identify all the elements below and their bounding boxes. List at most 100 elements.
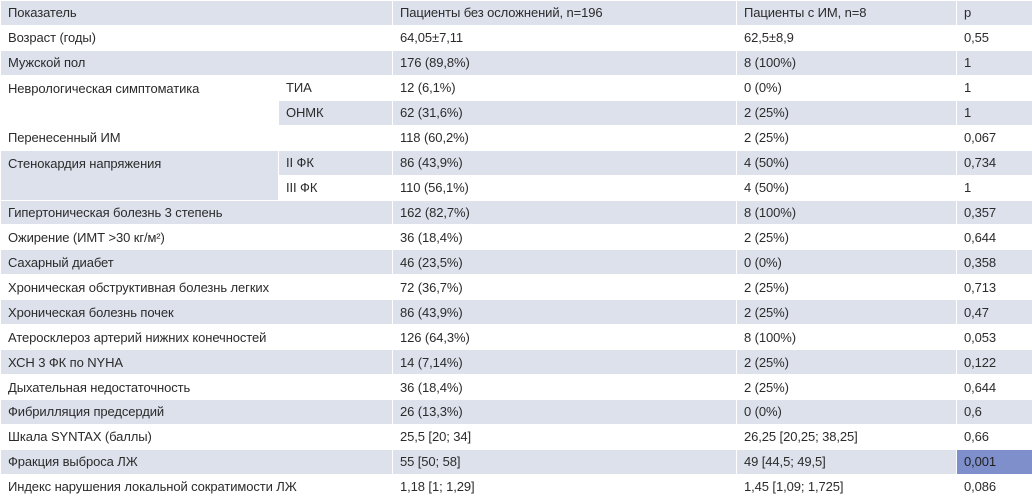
- table-row: Атеросклероз артерий нижних конечностей …: [1, 325, 1032, 350]
- table-row: Фракция выброса ЛЖ 55 [50; 58] 49 [44,5;…: [1, 449, 1032, 474]
- row-p-value: 0,086: [957, 474, 1032, 499]
- row-group2-value: 0 (0%): [737, 250, 957, 275]
- row-p-value: 0,357: [957, 200, 1032, 225]
- row-group2-value: 2 (25%): [737, 375, 957, 400]
- row-group2-value: 4 (50%): [737, 150, 957, 175]
- row-label: Атеросклероз артерий нижних конечностей: [1, 325, 393, 350]
- row-label: Фибрилляция предсердий: [1, 400, 393, 425]
- header-group1: Пациенты без осложнений, n=196: [393, 1, 737, 26]
- header-p: p: [957, 1, 1032, 26]
- row-group2-value: 8 (100%): [737, 50, 957, 75]
- row-label: Фракция выброса ЛЖ: [1, 449, 393, 474]
- row-group1-value: 26 (13,3%): [393, 400, 737, 425]
- table-row: Неврологическая симптоматика ТИА 12 (6,1…: [1, 75, 1032, 100]
- row-p-value: 1: [957, 100, 1032, 125]
- row-p-value: 0,644: [957, 225, 1032, 250]
- row-group2-value: 2 (25%): [737, 300, 957, 325]
- row-group2-value: 49 [44,5; 49,5]: [737, 449, 957, 474]
- table-row: Стенокардия напряжения II ФК 86 (43,9%) …: [1, 150, 1032, 175]
- header-group2: Пациенты с ИМ, n=8: [737, 1, 957, 26]
- table-row: Дыхательная недостаточность 36 (18,4%) 2…: [1, 375, 1032, 400]
- row-group1-value: 86 (43,9%): [393, 300, 737, 325]
- row-p-value: 1: [957, 75, 1032, 100]
- row-sublabel: II ФК: [279, 150, 393, 175]
- row-group1-value: 110 (56,1%): [393, 175, 737, 200]
- row-group2-value: 2 (25%): [737, 275, 957, 300]
- row-label: ХСН 3 ФК по NYHA: [1, 350, 393, 375]
- row-group2-value: 0 (0%): [737, 400, 957, 425]
- row-p-value: 0,66: [957, 424, 1032, 449]
- row-label: Гипертоническая болезнь 3 степень: [1, 200, 393, 225]
- row-group1-value: 64,05±7,11: [393, 25, 737, 50]
- row-group1-value: 12 (6,1%): [393, 75, 737, 100]
- row-group1-value: 118 (60,2%): [393, 125, 737, 150]
- row-group-label: Стенокардия напряжения: [1, 150, 279, 200]
- row-group1-value: 46 (23,5%): [393, 250, 737, 275]
- row-group2-value: 26,25 [20,25; 38,25]: [737, 424, 957, 449]
- header-row: Показатель Пациенты без осложнений, n=19…: [1, 1, 1032, 26]
- row-group2-value: 2 (25%): [737, 125, 957, 150]
- row-label: Индекс нарушения локальной сократимости …: [1, 474, 393, 499]
- row-group1-value: 36 (18,4%): [393, 375, 737, 400]
- row-p-value: 0,122: [957, 350, 1032, 375]
- row-group2-value: 2 (25%): [737, 225, 957, 250]
- row-label: Перенесенный ИМ: [1, 125, 393, 150]
- row-label: Сахарный диабет: [1, 250, 393, 275]
- row-label: Возраст (годы): [1, 25, 393, 50]
- table-row: Сахарный диабет 46 (23,5%) 0 (0%) 0,358: [1, 250, 1032, 275]
- row-label: Хроническая болезнь почек: [1, 300, 393, 325]
- table-row: ХСН 3 ФК по NYHA 14 (7,14%) 2 (25%) 0,12…: [1, 350, 1032, 375]
- row-label: Мужской пол: [1, 50, 393, 75]
- table-row: Гипертоническая болезнь 3 степень 162 (8…: [1, 200, 1032, 225]
- row-group2-value: 2 (25%): [737, 350, 957, 375]
- row-label: Шкала SYNTAX (баллы): [1, 424, 393, 449]
- row-p-value: 0,358: [957, 250, 1032, 275]
- row-sublabel: III ФК: [279, 175, 393, 200]
- row-p-value: 1: [957, 175, 1032, 200]
- row-group1-value: 25,5 [20; 34]: [393, 424, 737, 449]
- row-p-value: 0,734: [957, 150, 1032, 175]
- row-p-value: 0,053: [957, 325, 1032, 350]
- row-group1-value: 36 (18,4%): [393, 225, 737, 250]
- row-label: Хроническая обструктивная болезнь легких: [1, 275, 393, 300]
- row-group2-value: 8 (100%): [737, 325, 957, 350]
- row-group2-value: 4 (50%): [737, 175, 957, 200]
- row-group-label: Неврологическая симптоматика: [1, 75, 279, 125]
- row-group2-value: 62,5±8,9: [737, 25, 957, 50]
- row-label: Ожирение (ИМТ >30 кг/м²): [1, 225, 393, 250]
- row-group1-value: 1,18 [1; 1,29]: [393, 474, 737, 499]
- table-row: Хроническая болезнь почек 86 (43,9%) 2 (…: [1, 300, 1032, 325]
- row-group1-value: 72 (36,7%): [393, 275, 737, 300]
- table-row: Индекс нарушения локальной сократимости …: [1, 474, 1032, 499]
- row-p-value: 0,55: [957, 25, 1032, 50]
- row-group2-value: 0 (0%): [737, 75, 957, 100]
- row-group1-value: 62 (31,6%): [393, 100, 737, 125]
- row-group2-value: 2 (25%): [737, 100, 957, 125]
- row-p-value: 0,713: [957, 275, 1032, 300]
- table-row: Хроническая обструктивная болезнь легких…: [1, 275, 1032, 300]
- table-row: Ожирение (ИМТ >30 кг/м²) 36 (18,4%) 2 (2…: [1, 225, 1032, 250]
- header-indicator: Показатель: [1, 1, 393, 26]
- row-group1-value: 55 [50; 58]: [393, 449, 737, 474]
- row-sublabel: ОНМК: [279, 100, 393, 125]
- row-group2-value: 8 (100%): [737, 200, 957, 225]
- table-row: Мужской пол 176 (89,8%) 8 (100%) 1: [1, 50, 1032, 75]
- table-row: Возраст (годы) 64,05±7,11 62,5±8,9 0,55: [1, 25, 1032, 50]
- row-sublabel: ТИА: [279, 75, 393, 100]
- row-p-value: 0,644: [957, 375, 1032, 400]
- row-group1-value: 86 (43,9%): [393, 150, 737, 175]
- row-group1-value: 14 (7,14%): [393, 350, 737, 375]
- row-p-value: 0,47: [957, 300, 1032, 325]
- row-p-value: 1: [957, 50, 1032, 75]
- row-label: Дыхательная недостаточность: [1, 375, 393, 400]
- row-p-value: 0,6: [957, 400, 1032, 425]
- row-group1-value: 126 (64,3%): [393, 325, 737, 350]
- row-group2-value: 1,45 [1,09; 1,725]: [737, 474, 957, 499]
- row-p-value-highlighted: 0,001: [957, 449, 1032, 474]
- table-row: Шкала SYNTAX (баллы) 25,5 [20; 34] 26,25…: [1, 424, 1032, 449]
- row-group1-value: 176 (89,8%): [393, 50, 737, 75]
- row-group1-value: 162 (82,7%): [393, 200, 737, 225]
- row-p-value: 0,067: [957, 125, 1032, 150]
- table-row: Перенесенный ИМ 118 (60,2%) 2 (25%) 0,06…: [1, 125, 1032, 150]
